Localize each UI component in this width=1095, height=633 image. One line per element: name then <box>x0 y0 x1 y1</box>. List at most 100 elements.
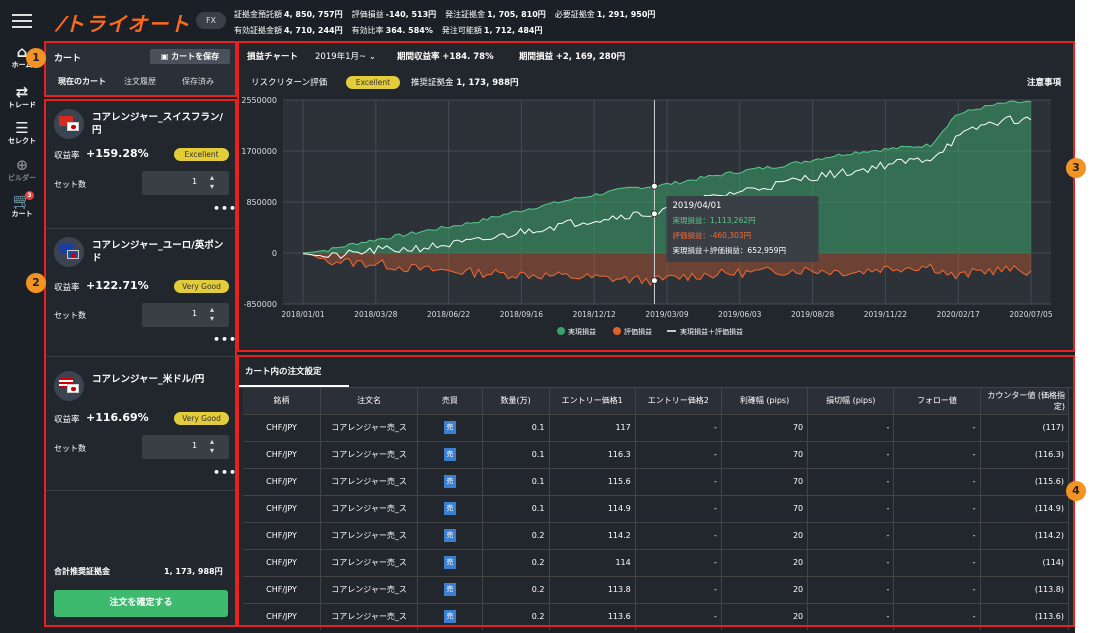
tab-current-cart[interactable]: 現在のカート <box>58 77 106 86</box>
table-cell: 20 <box>721 575 809 603</box>
column-header[interactable]: 損切幅 (pips) <box>807 388 895 414</box>
rail-builder[interactable]: ⊕ ビルダー <box>0 157 44 183</box>
table-cell: - <box>893 494 981 522</box>
risk-return-badge: Excellent <box>346 76 400 89</box>
rail-select-label: セレクト <box>8 137 36 145</box>
set-count-stepper[interactable]: 1 ▴ ▾ <box>142 435 229 459</box>
x-tick-label: 2018/03/28 <box>354 310 397 319</box>
rail-cart[interactable]: 🛒 3 カート <box>0 191 44 219</box>
table-cell: - <box>807 440 895 468</box>
caution-link[interactable]: 注意事項 <box>1027 78 1062 88</box>
table-row[interactable]: CHF/JPY コアレンジャー売_ス売 0.1 115.6-70- - (115.6) <box>243 467 1070 495</box>
x-tick-label: 2018/06/22 <box>427 310 470 319</box>
stepper-arrows-icon[interactable]: ▴ ▾ <box>210 173 215 191</box>
x-tick-label: 2020/07/05 <box>1009 310 1052 319</box>
rail-trade[interactable]: ⇄ トレード <box>0 84 44 110</box>
column-header[interactable]: エントリー価格2 <box>635 388 722 414</box>
column-header[interactable]: 利確幅 (pips) <box>721 388 809 414</box>
set-count-value: 1 <box>192 309 198 318</box>
table-row[interactable]: CHF/JPY コアレンジャー売_ス売 0.1 117-70- - (117) <box>243 413 1070 441</box>
table-cell: 20 <box>721 548 809 576</box>
cart-item-usdjpy[interactable]: コアレンジャー_米ドル/円 収益率 +116.69% Very Good セット… <box>46 363 238 491</box>
table-cell: コアレンジャー売_ス <box>320 548 419 576</box>
table-row[interactable]: CHF/JPY コアレンジャー売_ス売 0.2 113.8-20- - (113.8) <box>243 575 1070 603</box>
realized-pl-area <box>303 101 1031 253</box>
column-header[interactable]: 銘柄 <box>243 388 322 414</box>
return-value: +116.69% <box>86 411 149 424</box>
stepper-arrows-icon[interactable]: ▴ ▾ <box>210 437 215 455</box>
fx-toggle[interactable]: FX <box>196 12 226 29</box>
save-cart-button[interactable]: ▣ カートを保存 <box>150 49 230 64</box>
chart-title: 損益チャート <box>247 52 298 62</box>
stat-value: -140, 513円 <box>385 10 437 19</box>
order-settings-title: カート内の注文設定 <box>245 367 322 377</box>
cart-item-eurgbp[interactable]: コアレンジャー_ユーロ/英ポンド 収益率 +122.71% Very Good … <box>46 229 238 357</box>
confirm-order-button[interactable]: 注文を確定する <box>54 590 228 617</box>
table-cell: (114.9) <box>980 494 1070 522</box>
table-cell: - <box>635 521 722 549</box>
page-scrollbar[interactable] <box>1075 0 1095 633</box>
table-cell: 0.1 <box>482 440 550 468</box>
column-header[interactable]: 売買 <box>417 388 483 414</box>
table-cell: 113.6 <box>549 602 636 630</box>
usd-jpy-flag-icon <box>54 371 84 401</box>
cart-item-chfjpy[interactable]: コアレンジャー_スイスフラン/円 収益率 +159.28% Excellent … <box>46 101 238 229</box>
account-stat: 必要証拠金 1, 291, 950円 <box>555 10 656 19</box>
triauto-logo[interactable]: ⁄トライオート <box>60 12 191 36</box>
tab-saved[interactable]: 保存済み <box>182 77 214 86</box>
table-cell: 70 <box>721 494 809 522</box>
table-row[interactable]: CHF/JPY コアレンジャー売_ス売 0.1 114.9-70- - (114.9) <box>243 494 1070 522</box>
rail-select[interactable]: ☰ セレクト <box>0 120 44 146</box>
tooltip-total: 実現損益＋評価損益：652,959円 <box>672 245 786 255</box>
tooltip-date: 2019/04/01 <box>672 201 721 211</box>
rail-home[interactable]: ⌂ ホーム <box>0 44 44 70</box>
stepper-arrows-icon[interactable]: ▴ ▾ <box>210 305 215 323</box>
account-stat: 証拠金預託額 4, 850, 757円 <box>234 10 343 19</box>
column-header[interactable]: エントリー価格1 <box>549 388 636 414</box>
cart-title: カート <box>54 54 82 64</box>
table-cell: 0.2 <box>482 575 550 603</box>
table-cell: CHF/JPY <box>243 467 322 495</box>
table-row[interactable]: CHF/JPY コアレンジャー売_ス売 0.2 113.6-20- - (113.6) <box>243 602 1070 630</box>
more-options-icon[interactable]: ••• <box>213 202 238 215</box>
column-header[interactable]: フォロー値 <box>893 388 981 414</box>
table-cell: 114 <box>549 548 636 576</box>
table-cell: (116.3) <box>980 440 1070 468</box>
more-options-icon[interactable]: ••• <box>213 466 238 479</box>
x-tick-label: 2018/09/16 <box>500 310 543 319</box>
table-cell: コアレンジャー売_ス <box>320 467 419 495</box>
eur-gbp-flag-icon <box>54 237 84 267</box>
column-header[interactable]: カウンター値 (価格指定) <box>980 388 1070 414</box>
pl-chart[interactable]: 2550000 1700000 850000 0 -850000 2018/01/01 20… <box>239 96 1073 350</box>
crosshair-point <box>650 210 658 218</box>
account-stats-row-1: 証拠金預託額 4, 850, 757円 評価損益 -140, 513円 発注証拠金 1, … <box>234 9 664 20</box>
side-cell: 売 <box>417 602 483 630</box>
column-header[interactable]: 数量(万) <box>482 388 550 414</box>
pl-chart-panel: 損益チャート 2019年1月~ ⌄ 期間収益率 +184. 78% 期間損益 +… <box>239 43 1073 350</box>
tab-order-history[interactable]: 注文履歴 <box>124 77 156 86</box>
table-row[interactable]: CHF/JPY コアレンジャー売_ス売 0.2 114-20- - (114) <box>243 548 1070 576</box>
table-cell: - <box>807 575 895 603</box>
table-cell: - <box>893 521 981 549</box>
table-row[interactable]: CHF/JPY コアレンジャー売_ス売 0.2 114.2-20- - (114.2) <box>243 521 1070 549</box>
table-cell: 113.8 <box>549 575 636 603</box>
side-cell: 売 <box>417 494 483 522</box>
sell-badge: 売 <box>443 583 456 596</box>
column-header[interactable]: 注文名 <box>320 388 419 414</box>
table-cell: 115.6 <box>549 467 636 495</box>
hamburger-menu-icon[interactable] <box>12 14 32 28</box>
table-cell: - <box>893 467 981 495</box>
table-cell: (114) <box>980 548 1070 576</box>
table-cell: CHF/JPY <box>243 575 322 603</box>
table-row[interactable]: CHF/JPY コアレンジャー売_ス売 0.1 116.3-70- - (116.3) <box>243 440 1070 468</box>
cart-header: カート ▣ カートを保存 現在のカート 注文履歴 保存済み <box>46 43 235 95</box>
set-count-stepper[interactable]: 1 ▴ ▾ <box>142 303 229 327</box>
period-select[interactable]: 2019年1月~ ⌄ <box>315 50 376 62</box>
table-cell: 0.2 <box>482 521 550 549</box>
set-count-stepper[interactable]: 1 ▴ ▾ <box>142 171 229 195</box>
recommended-margin: 推奨証拠金 1, 173, 988円 <box>411 78 519 88</box>
more-options-icon[interactable]: ••• <box>213 333 238 346</box>
table-cell: (113.8) <box>980 575 1070 603</box>
legend-label: 実現損益＋評価損益 <box>680 327 743 336</box>
